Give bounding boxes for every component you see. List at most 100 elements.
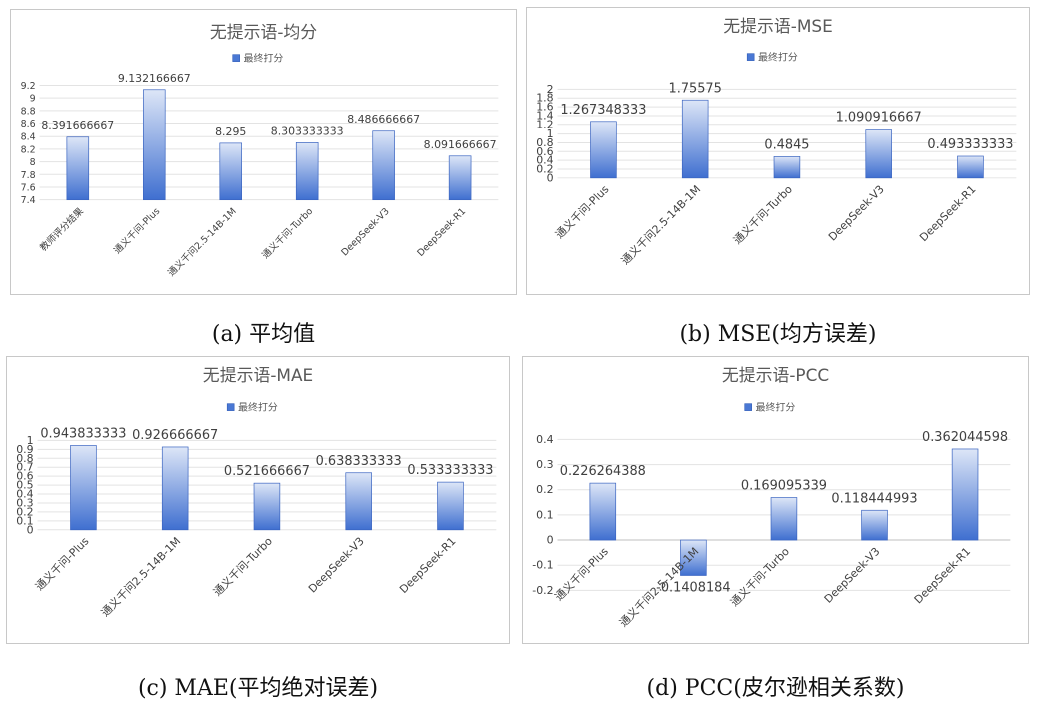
chart-panel-pcc: 无提示语-PCC 最终打分 -0.2 -0.1 0 0.1 0.2 0.3 0.4 0.22626… <box>522 356 1029 644</box>
mae-y-tick-label: 0.9 <box>16 443 33 456</box>
mse-bar <box>681 99 709 179</box>
mae-bar <box>437 481 464 531</box>
mean-data-label: 8.295 <box>215 125 246 138</box>
mae-category-label: DeepSeek-V3 <box>306 535 367 596</box>
mse-y-tick-label: 1.6 <box>536 101 553 114</box>
pcc-bar <box>680 539 707 576</box>
pcc-bar <box>770 497 798 541</box>
pcc-data-label: 0.226264388 <box>560 464 646 479</box>
pcc-data-label: 0.362044598 <box>922 430 1008 445</box>
mean-legend-swatch <box>232 54 240 62</box>
mae-y-tick-label: 0.7 <box>16 461 33 474</box>
mae-legend-label: 最终打分 <box>238 401 278 414</box>
pcc-y-tick-label: 0.2 <box>536 483 553 496</box>
chart-mae: 无提示语-MAE最终打分00.10.20.30.40.50.60.70.80.9… <box>16 365 497 620</box>
pcc-bar <box>861 509 888 541</box>
mean-y-tick-label: 7.6 <box>21 182 36 193</box>
mse-category-label: DeepSeek-V3 <box>826 183 887 244</box>
mean-y-tick-label: 8.4 <box>21 132 36 143</box>
mse-legend-swatch <box>746 53 755 61</box>
mse-category-label: DeepSeek-R1 <box>917 183 978 244</box>
mean-y-tick-label: 7.4 <box>21 195 36 206</box>
mse-y-tick-label: 0.4 <box>536 154 553 167</box>
caption-mean: (a) 平均值 <box>211 322 316 347</box>
mae-legend-swatch <box>226 403 235 411</box>
mae-bar <box>161 446 189 531</box>
pcc-legend-swatch <box>744 403 752 411</box>
mean-category-label: 通义千问-Turbo <box>259 205 315 261</box>
mse-y-tick-label: 0.2 <box>536 162 553 175</box>
mse-y-tick-label: 1.2 <box>536 118 553 131</box>
mean-y-tick-label: 8.8 <box>21 106 36 117</box>
mae-data-label: 0.533333333 <box>407 463 493 478</box>
mean-bar <box>142 89 166 201</box>
mae-y-tick-label: 0.1 <box>16 514 33 527</box>
pcc-data-label: 0.118444993 <box>831 491 917 506</box>
mean-category-label: 通义千问2.5-14B-1M <box>165 205 239 279</box>
mean-bar <box>448 155 472 201</box>
mean-legend-label: 最终打分 <box>244 52 284 65</box>
chart-panel-mean: 无提示语-均分 最终打分 7.4 7.6 7.8 8 8.2 8.4 8.6 8.8 9 9.2 8.3… <box>10 9 517 295</box>
mse-bar <box>957 155 984 179</box>
mse-data-label: 1.267348333 <box>560 103 646 118</box>
mean-y-tick-label: 9.2 <box>21 81 36 92</box>
mean-bar <box>295 142 319 201</box>
mae-data-label: 0.926666667 <box>132 428 218 443</box>
mse-y-tick-label: 1.4 <box>536 109 553 122</box>
mean-y-tick-label: 8.2 <box>21 144 36 155</box>
mae-category-label: 通义千问2.5-14B-1M <box>99 535 184 620</box>
chart-pcc: 无提示语-PCC 最终打分 -0.2 -0.1 0 0.1 0.2 0.3 0.4 0.22626… <box>532 365 1011 629</box>
mse-bar <box>773 156 801 179</box>
chart-panel-mse: 无提示语-MSE 最终打分 0 0.2 0.4 0.6 0.8 1 1.2 1.4 1.6 1.8 2 1… <box>526 7 1030 295</box>
mse-category-label: 通义千问-Turbo <box>731 182 795 246</box>
chart-panel-mae: 无提示语-MAE 最终打分 0 0.1 0.2 0.3 0.4 0.5 0.6 0.7 0.8 0.9… <box>6 356 510 644</box>
mean-category-label: 通义千问-Plus <box>111 205 162 256</box>
mean-y-tick-label: 8 <box>30 157 36 168</box>
mse-y-tick-label: 2 <box>547 83 554 96</box>
mean-bar <box>372 130 395 201</box>
mean-data-label: 8.486666667 <box>347 113 420 126</box>
mean-data-label: 9.132166667 <box>118 72 191 85</box>
caption-mae: (c) MAE(平均绝对误差) <box>137 676 379 701</box>
mae-y-tick-label: 0.4 <box>16 488 33 501</box>
pcc-chart-title: 无提示语-PCC <box>722 365 829 385</box>
mse-chart-title: 无提示语-MSE <box>723 16 833 36</box>
pcc-legend-label: 最终打分 <box>756 401 796 414</box>
mean-category-label: DeepSeek-R1 <box>415 206 468 259</box>
pcc-category-label: 通义千问-Plus <box>552 545 611 604</box>
mae-y-tick-label: 1 <box>27 434 34 447</box>
mae-y-tick-label: 0.3 <box>16 496 33 509</box>
mean-data-label: 8.303333333 <box>271 124 344 137</box>
mae-category-label: DeepSeek-R1 <box>397 535 458 596</box>
mse-data-label: 1.75575 <box>669 81 722 96</box>
pcc-y-tick-label: 0.1 <box>536 508 553 521</box>
pcc-y-tick-label: 0.4 <box>536 433 553 446</box>
pcc-category-label: DeepSeek-V3 <box>822 545 883 606</box>
mse-y-tick-label: 1.8 <box>536 92 553 105</box>
mean-y-tick-label: 8.6 <box>21 119 36 130</box>
mae-bar <box>253 482 281 531</box>
mean-data-label: 8.391666667 <box>41 119 114 132</box>
mse-legend-label: 最终打分 <box>758 51 798 64</box>
pcc-y-tick-label: 0 <box>547 534 554 547</box>
mse-data-label: 0.493333333 <box>927 137 1013 152</box>
mean-data-label: 8.091666667 <box>424 138 497 151</box>
pcc-bar <box>589 482 617 541</box>
mse-category-label: 通义千问2.5-14B-1M <box>619 183 704 268</box>
mae-category-label: 通义千问-Turbo <box>211 534 275 598</box>
caption-mse: (b) MSE(均方误差) <box>679 322 877 347</box>
mse-y-tick-label: 0 <box>547 171 554 184</box>
mean-y-tick-label: 7.8 <box>21 170 36 181</box>
mae-data-label: 0.638333333 <box>316 454 402 469</box>
mean-bar <box>66 136 90 201</box>
mse-data-label: 1.090916667 <box>836 111 922 126</box>
pcc-y-tick-label: -0.1 <box>532 559 553 572</box>
mean-category-label: DeepSeek-V3 <box>339 206 391 258</box>
mean-bar <box>219 142 243 201</box>
mean-chart-title: 无提示语-均分 <box>210 22 317 42</box>
mse-y-tick-label: 1 <box>547 127 554 140</box>
mae-data-label: 0.943833333 <box>40 426 126 441</box>
mse-data-label: 0.4845 <box>764 137 809 152</box>
mae-y-tick-label: 0 <box>27 523 34 536</box>
